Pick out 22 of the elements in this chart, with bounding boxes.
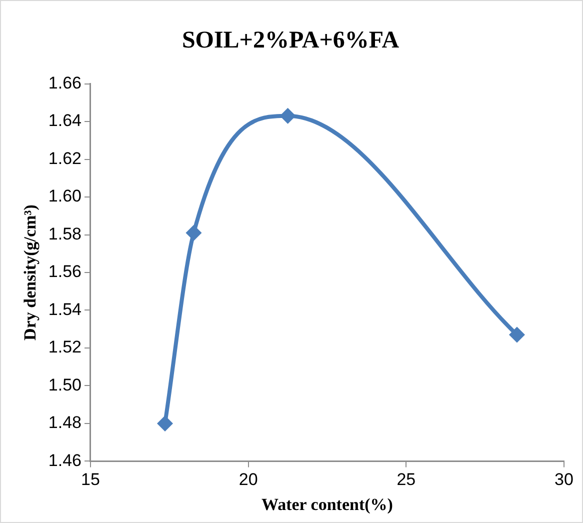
- y-tick-label: 1.56: [48, 262, 82, 282]
- y-tick-label: 1.66: [48, 73, 82, 92]
- point: [156, 415, 173, 432]
- x-tick-label: 20: [238, 470, 258, 490]
- y-tick-label: 1.58: [48, 224, 82, 244]
- x-tick-label: 25: [396, 470, 416, 490]
- y-axis-title: Dry density(g/cm³): [20, 204, 40, 340]
- y-tick-label: 1.52: [48, 338, 82, 357]
- y-tick-label: 1.54: [48, 300, 82, 319]
- y-tick-label: 1.48: [48, 413, 82, 432]
- point: [508, 326, 525, 343]
- x-axis-title: Water content(%): [262, 495, 393, 514]
- chart-title: SOIL+2%PA+6%FA: [182, 28, 400, 54]
- y-tick-label: 1.46: [48, 450, 82, 470]
- point: [186, 224, 202, 241]
- x-tick-label: 15: [81, 470, 100, 490]
- y-tick-label: 1.50: [48, 375, 82, 394]
- point: [280, 108, 296, 124]
- x-tick-label: 30: [554, 470, 574, 490]
- y-tick-label: 1.64: [48, 111, 82, 130]
- y-tick-label: 1.62: [48, 148, 82, 168]
- y-tick-label: 1.60: [48, 186, 82, 206]
